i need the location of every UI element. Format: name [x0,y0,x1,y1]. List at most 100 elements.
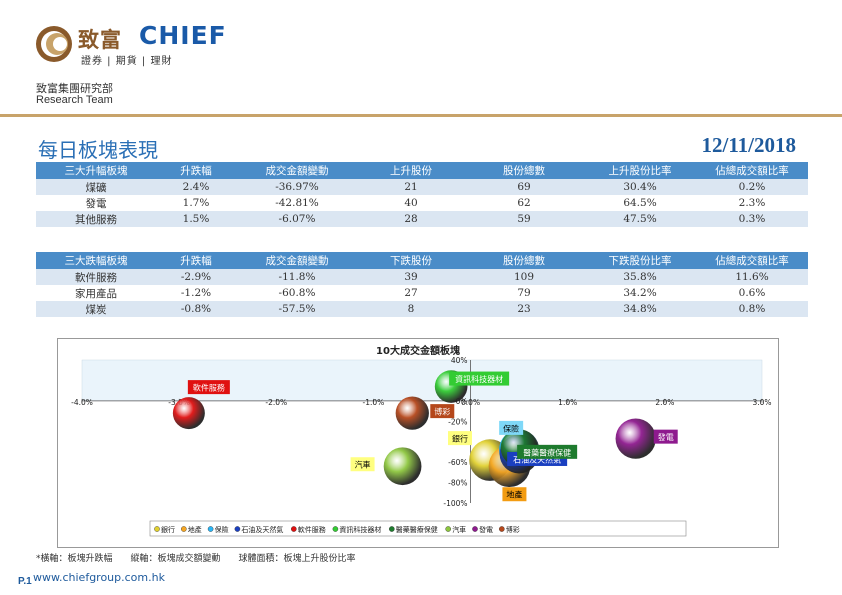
company-logo: 致富 CHIEF 證券 | 期貨 | 理財 [34,21,244,68]
table-row: 發電 1.7% -42.81% 40 62 64.5% 2.3% [36,195,808,211]
bubble-label: 資訊科技器材 [455,374,503,384]
top-losers-table: 三大跌幅板塊 升跌幅 成交金額變動 下跌股份 股份總數 下跌股份比率 佔總成交額… [36,252,808,317]
column-header: 成交金額變動 [236,162,358,179]
column-header: 三大升幅板塊 [36,162,156,179]
column-header: 三大跌幅板塊 [36,252,156,269]
page-title: 每日板塊表現 [38,138,158,162]
column-header: 股份總數 [464,252,584,269]
table-cell: 35.8% [584,269,696,285]
table-cell: 34.2% [623,287,657,299]
legend-marker [207,526,214,532]
column-header: 下跌股份比率 [584,252,696,269]
bubble [395,396,429,430]
table-cell: 59 [464,211,584,227]
brand-name-en: CHIEF [139,21,227,50]
table-cell: 家用產品 [75,287,117,300]
y-tick-label: -60% [448,458,467,467]
table-cell: 發電 [85,197,107,210]
bubble-label: 醫藥醫療保健 [523,447,571,457]
bubble-label: 石油及天然氣 [513,454,561,464]
table-row: 煤礦 2.4% -36.97% 21 69 30.4% 0.2% [36,179,808,195]
table-cell: 28 [358,211,464,227]
table-cell: -11.8% [236,269,358,285]
column-header: 升跌幅 [156,252,236,269]
bubble-label: 博彩 [434,407,450,417]
bubble [383,447,422,486]
table-cell: 0.6% [738,287,766,299]
legend-label: 汽車 [452,525,466,534]
chief-logo-icon [36,26,72,62]
bubble-label: 銀行 [452,434,468,444]
table-cell: 0.3% [696,211,808,227]
legend [149,520,687,537]
table-row: 煤炭 -0.8% -57.5% 8 23 34.8% 0.8% [36,301,808,317]
table-cell: 40 [404,197,418,209]
table-row: 其他服務 1.5% -6.07% 28 59 47.5% 0.3% [36,211,808,227]
legend-label: 醫藥醫療保健 [396,525,438,534]
website-link[interactable]: www.chiefgroup.com.hk [33,571,165,584]
bubble-label-box [430,404,455,419]
column-header: 股份總數 [464,162,584,179]
department-en: Research Team [36,94,113,106]
table-cell: -36.97% [236,179,358,195]
report-date: 12/11/2018 [701,133,796,157]
legend-marker [181,526,187,532]
chart-title: 10大成交金額板塊 [376,344,460,357]
legend-marker [154,526,160,532]
bubble-label-box [499,420,524,435]
table-cell: 其他服務 [36,211,156,227]
x-tick-label: -4.0% [71,398,93,407]
table-cell: 0.8% [696,301,808,317]
bubble-label-box [448,431,472,446]
table-cell: 64.5% [623,197,657,209]
table-cell: -6.07% [236,211,358,227]
x-tick-label: 0.0% [461,398,480,407]
table-cell: 34.8% [584,301,696,317]
table-cell: 23 [464,301,584,317]
table-cell: -2.9% [156,269,236,285]
y-tick-label: -20% [448,417,467,426]
table-cell: 11.6% [696,269,808,285]
column-header: 下跌股份 [358,252,464,269]
column-header: 佔總成交額比率 [696,252,808,269]
table-cell: -1.2% [180,287,212,299]
table-header-row: 三大跌幅板塊 升跌幅 成交金額變動 下跌股份 股份總數 下跌股份比率 佔總成交額… [36,252,808,269]
table-cell: 2.4% [156,179,236,195]
legend-label: 石油及天然氣 [241,525,283,534]
bubble-label-box [449,371,510,386]
column-header: 上升股份比率 [584,162,696,179]
bubble-label: 軟件服務 [193,383,225,393]
table-cell: 21 [358,179,464,195]
legend-marker [290,526,297,532]
column-header: 成交金額變動 [236,252,358,269]
legend-label: 地產 [188,525,202,534]
bubble-label-box [187,380,230,395]
page-number: P.1 [18,576,32,587]
brand-tagline: 證券 | 期貨 | 理財 [81,56,173,67]
bubble-label: 發電 [658,433,674,442]
table-cell: 69 [464,179,584,195]
legend-label: 博彩 [506,525,520,534]
column-header: 上升股份 [358,162,464,179]
table-cell: 1.7% [182,197,210,209]
table-cell: 109 [464,269,584,285]
x-tick-label: 2.0% [655,398,674,407]
x-tick-label: -2.0% [265,398,287,407]
bubble-label: 保險 [503,423,519,433]
bubble-chart: 10大成交金額板塊-4.0%-3.0%-2.0%-1.0%0.0%1.0%2.0… [71,344,772,537]
legend-label: 軟件服務 [298,525,326,534]
y-tick-label: -80% [448,479,467,488]
table-cell: -0.8% [156,301,236,317]
legend-label: 銀行 [161,525,175,534]
y-tick-label: 0% [456,397,468,406]
bubble-label: 地產 [506,490,522,500]
bubble-label-box [517,444,578,459]
legend-marker [472,526,478,532]
column-header: 升跌幅 [156,162,236,179]
table-cell: 30.4% [584,179,696,195]
table-cell: 0.2% [696,179,808,195]
legend-marker [445,526,452,532]
y-tick-label: -100% [443,499,467,508]
x-tick-label: 3.0% [752,398,771,407]
table-cell: -60.8% [278,287,316,299]
